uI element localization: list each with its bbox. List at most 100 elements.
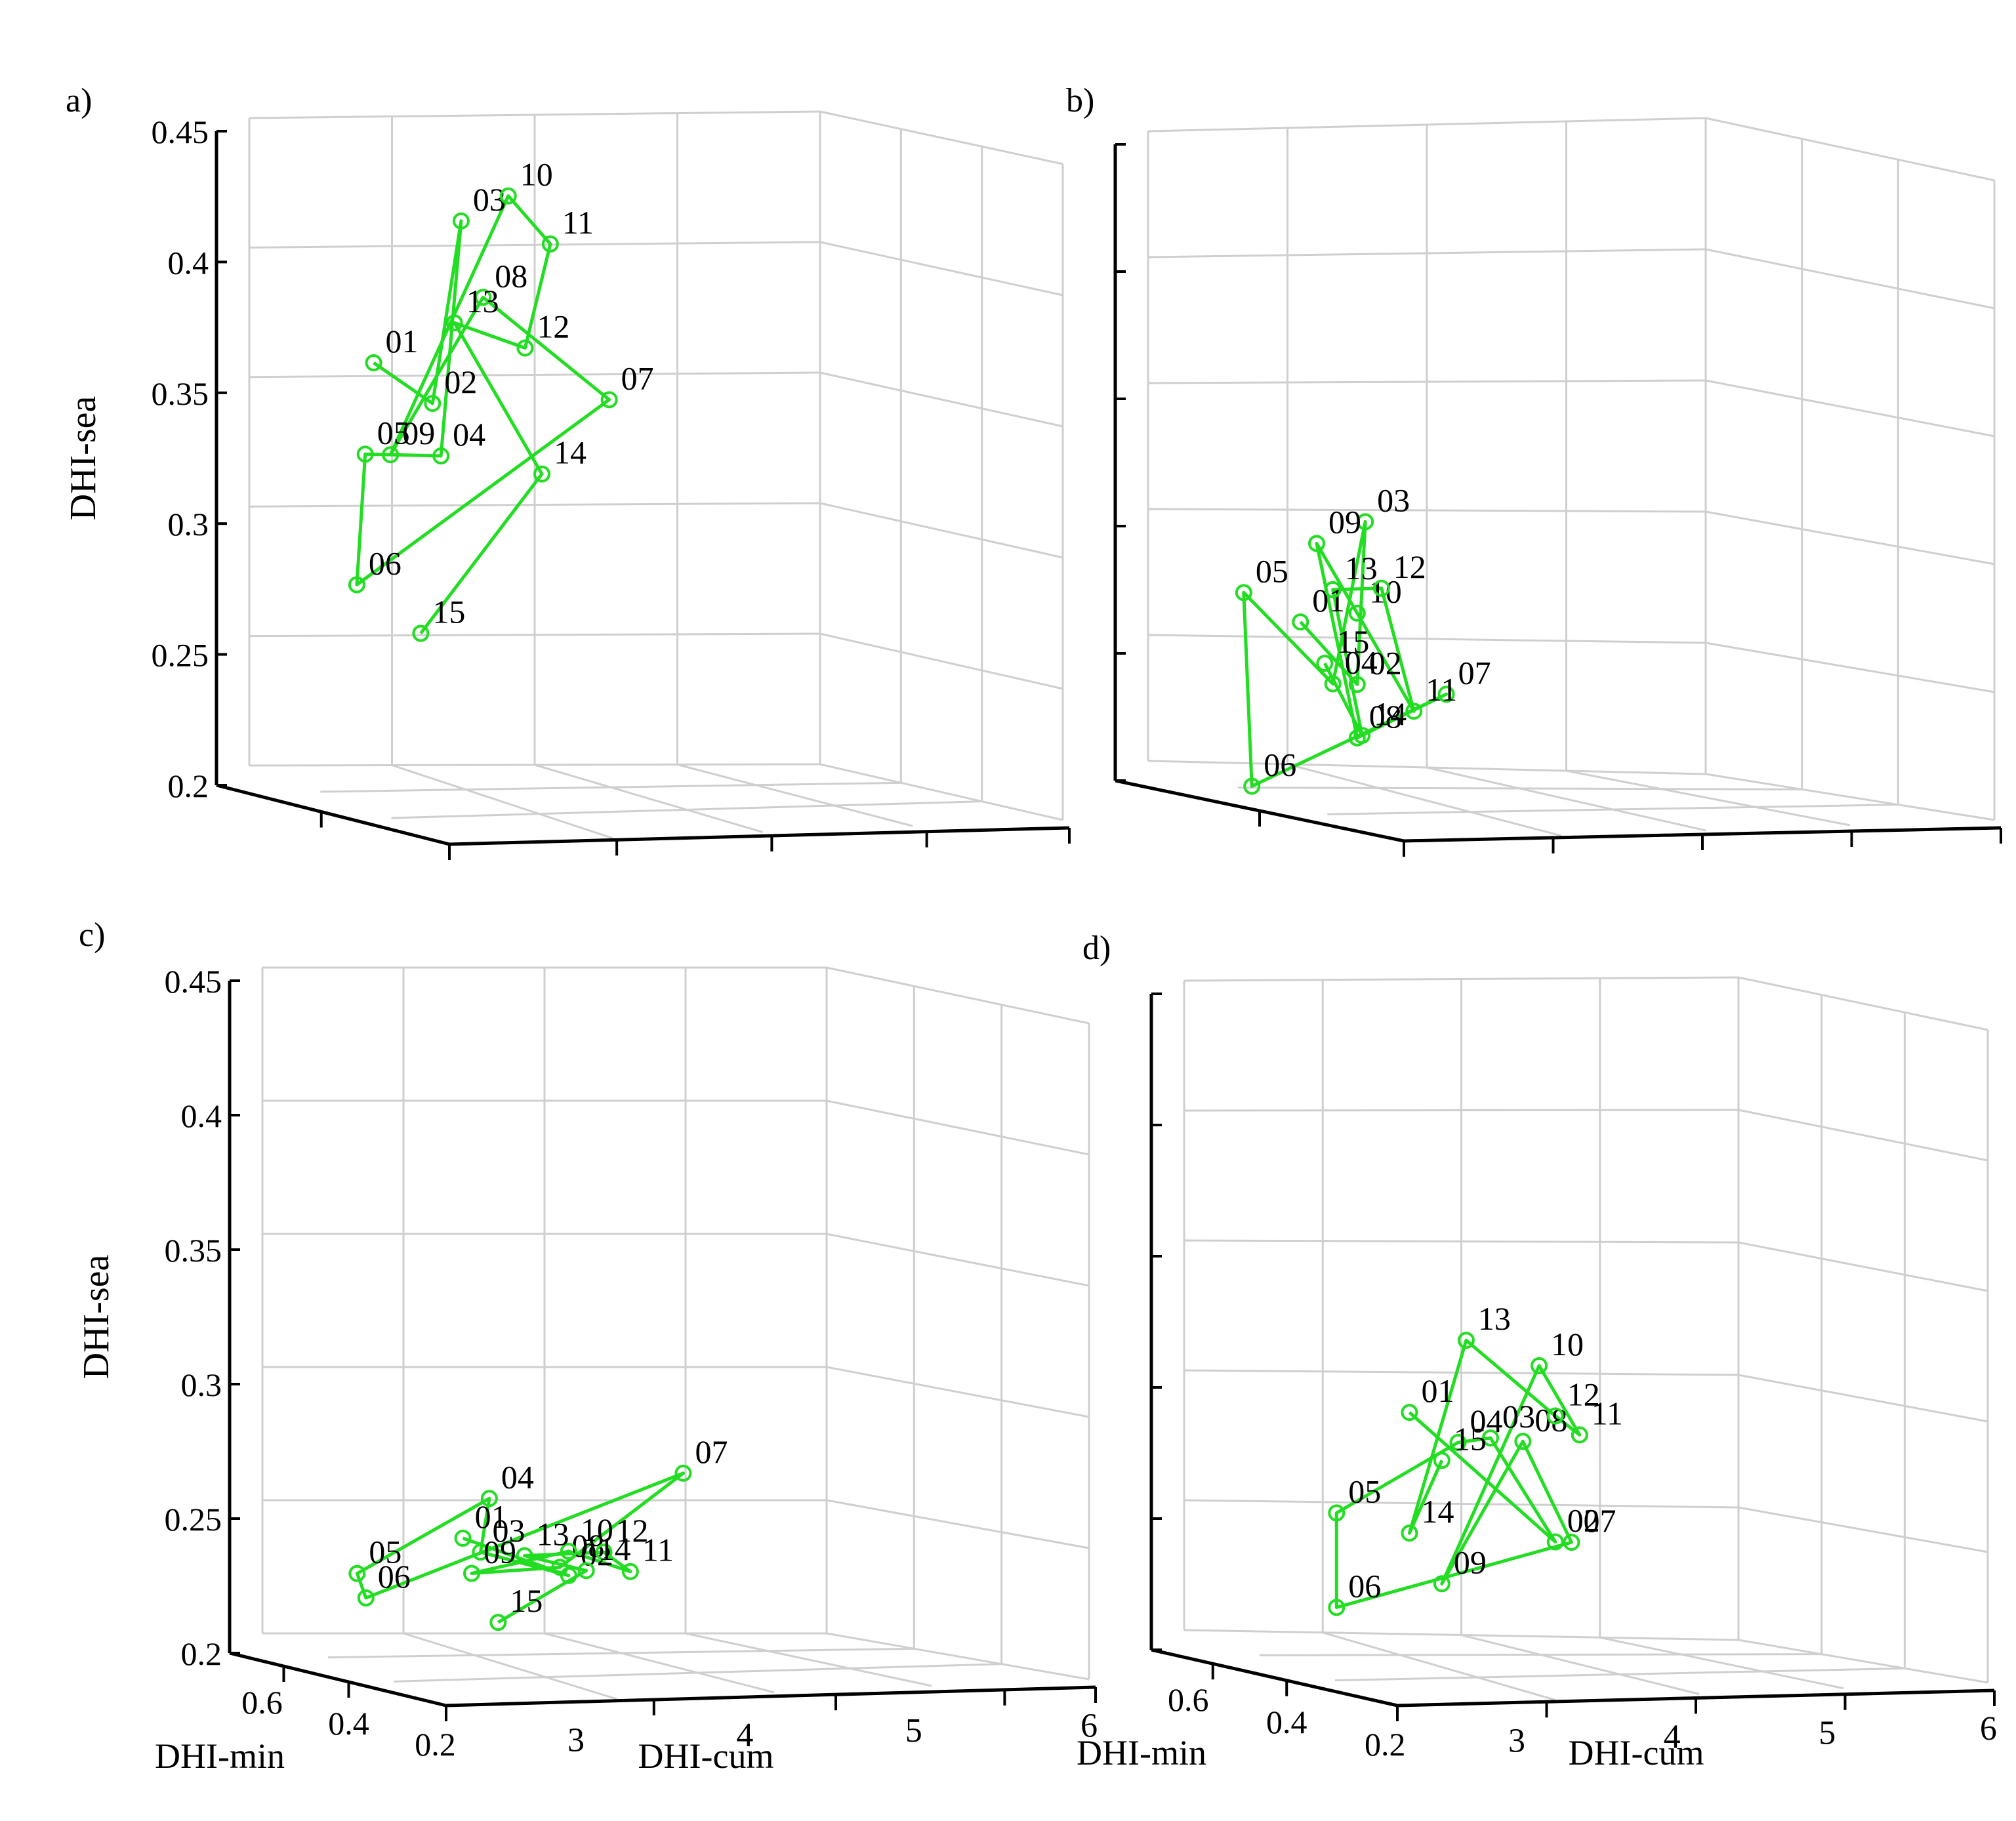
z-axis-title: DHI-sea bbox=[76, 1255, 117, 1380]
data-label-01: 01 bbox=[1421, 1372, 1454, 1409]
data-point-11 bbox=[541, 235, 559, 253]
data-label-04: 04 bbox=[453, 416, 485, 453]
grid-line-floor bbox=[1327, 804, 1899, 815]
data-label-14: 14 bbox=[1374, 695, 1407, 732]
z-tick-label: 0.2 bbox=[168, 767, 209, 804]
grid-line-side-horizontal bbox=[1738, 1241, 1988, 1292]
grid-line-floor bbox=[1287, 763, 1562, 837]
data-point-10 bbox=[1531, 1357, 1548, 1374]
panel-a: a) 0.2 0.25 0.3 0.35 0.4 0.45 DHI-sea 01 02 03 04 0… bbox=[63, 82, 1071, 860]
data-point-03 bbox=[1481, 1429, 1499, 1447]
grid-line-side-horizontal bbox=[1738, 1374, 1988, 1423]
grid-line-side-horizontal bbox=[1738, 976, 1988, 1031]
grid-line-back-horizontal bbox=[1183, 1369, 1739, 1376]
grid-line-side-horizontal bbox=[1738, 1109, 1988, 1162]
x-axis-title: DHI-cum bbox=[638, 1736, 774, 1776]
grid-line-back-horizontal bbox=[249, 110, 821, 119]
grid-line-floor bbox=[1426, 766, 1706, 832]
data-label-15: 15 bbox=[432, 594, 465, 630]
grid-line-side-horizontal bbox=[1738, 1506, 1988, 1553]
z-tick-label: 0.35 bbox=[152, 375, 209, 412]
data-label-02: 02 bbox=[1369, 644, 1402, 681]
data-label-03: 03 bbox=[1377, 481, 1410, 518]
grid-line-back-horizontal bbox=[1183, 1499, 1739, 1509]
data-point-14 bbox=[1401, 1524, 1418, 1542]
grid-line-back-horizontal bbox=[1183, 1109, 1739, 1112]
series-line bbox=[355, 194, 611, 635]
data-point-15 bbox=[489, 1614, 507, 1631]
data-point-09 bbox=[382, 446, 400, 464]
grid-line-back-horizontal bbox=[249, 371, 821, 379]
data-label-05: 05 bbox=[377, 414, 410, 451]
data-point-11 bbox=[621, 1563, 639, 1580]
grid-line-side-horizontal bbox=[819, 241, 1063, 297]
grid-line-floor bbox=[1237, 787, 1802, 790]
data-label-09: 09 bbox=[483, 1534, 516, 1570]
data-point-01 bbox=[1401, 1404, 1418, 1422]
data-label-07: 07 bbox=[1583, 1502, 1616, 1539]
y-tick-label: 0.2 bbox=[415, 1726, 456, 1763]
data-label-12: 12 bbox=[616, 1512, 649, 1549]
data-label-12: 12 bbox=[1567, 1376, 1600, 1413]
grid-line-side-horizontal bbox=[826, 966, 1090, 1025]
grid-line-side-horizontal bbox=[1705, 117, 1995, 182]
grid-line-side-horizontal bbox=[1738, 1639, 1988, 1684]
data-point-05 bbox=[1328, 1504, 1346, 1522]
data-label-03: 03 bbox=[473, 181, 506, 218]
data-point-10 bbox=[560, 1542, 577, 1560]
grid-line-side-horizontal bbox=[819, 763, 1063, 821]
data-point-15 bbox=[1433, 1452, 1450, 1469]
data-label-06: 06 bbox=[1348, 1567, 1381, 1604]
data-label-13: 13 bbox=[1345, 550, 1378, 586]
grid-line-back-horizontal bbox=[249, 632, 821, 638]
grid-line-floor bbox=[1461, 1634, 1700, 1695]
data-label-05: 05 bbox=[1256, 552, 1288, 589]
z-tick-label: 0.35 bbox=[165, 1232, 222, 1269]
data-label-05: 05 bbox=[1348, 1473, 1381, 1509]
data-point-08 bbox=[551, 1559, 569, 1576]
data-label-07: 07 bbox=[621, 359, 654, 396]
y-axis-line bbox=[1151, 1648, 1398, 1708]
x-tick-label: 6 bbox=[1980, 1710, 1997, 1748]
data-point-10 bbox=[499, 187, 517, 205]
z-tick-label: 0.45 bbox=[152, 113, 209, 150]
data-label-11: 11 bbox=[562, 204, 594, 241]
data-point-14 bbox=[1353, 727, 1371, 745]
data-point-10 bbox=[1348, 604, 1366, 622]
data-label-09: 09 bbox=[402, 415, 435, 451]
data-point-13 bbox=[1457, 1332, 1475, 1349]
x-tick-label: 4 bbox=[1664, 1718, 1681, 1755]
data-label-11: 11 bbox=[1426, 671, 1457, 708]
data-label-10: 10 bbox=[581, 1511, 613, 1548]
data-label-05: 05 bbox=[369, 1534, 401, 1570]
grid-line-back-horizontal bbox=[1147, 379, 1706, 384]
data-point-04 bbox=[480, 1490, 498, 1507]
data-point-03 bbox=[1357, 513, 1374, 531]
data-label-04: 04 bbox=[1345, 644, 1378, 680]
z-tick-label: 0.3 bbox=[181, 1366, 222, 1403]
data-point-07 bbox=[1437, 685, 1455, 703]
data-point-11 bbox=[1571, 1426, 1588, 1444]
data-label-13: 13 bbox=[1478, 1300, 1511, 1337]
data-point-12 bbox=[595, 1544, 613, 1561]
data-label-15: 15 bbox=[510, 1582, 543, 1619]
x-tick-label: 3 bbox=[1508, 1722, 1525, 1759]
data-label-11: 11 bbox=[1592, 1395, 1623, 1431]
grid-line-side-horizontal bbox=[1705, 379, 1995, 438]
z-tick-label: 0.2 bbox=[181, 1635, 222, 1672]
grid-line-side-horizontal bbox=[819, 371, 1063, 428]
data-label-09: 09 bbox=[1454, 1544, 1487, 1580]
data-label-08: 08 bbox=[495, 257, 527, 294]
data-point-02 bbox=[1546, 1533, 1564, 1551]
data-point-12 bbox=[1546, 1407, 1564, 1425]
data-label-12: 12 bbox=[537, 308, 569, 345]
x-axis-title: DHI-cum bbox=[1569, 1733, 1704, 1772]
z-tick-label: 0.45 bbox=[165, 963, 222, 1000]
data-point-02 bbox=[424, 394, 442, 412]
grid-line-floor bbox=[403, 1632, 617, 1700]
data-point-01 bbox=[454, 1529, 472, 1547]
data-point-06 bbox=[357, 1589, 375, 1606]
grid-line-side-horizontal bbox=[819, 502, 1063, 559]
z-axis-title: DHI-sea bbox=[63, 396, 104, 521]
